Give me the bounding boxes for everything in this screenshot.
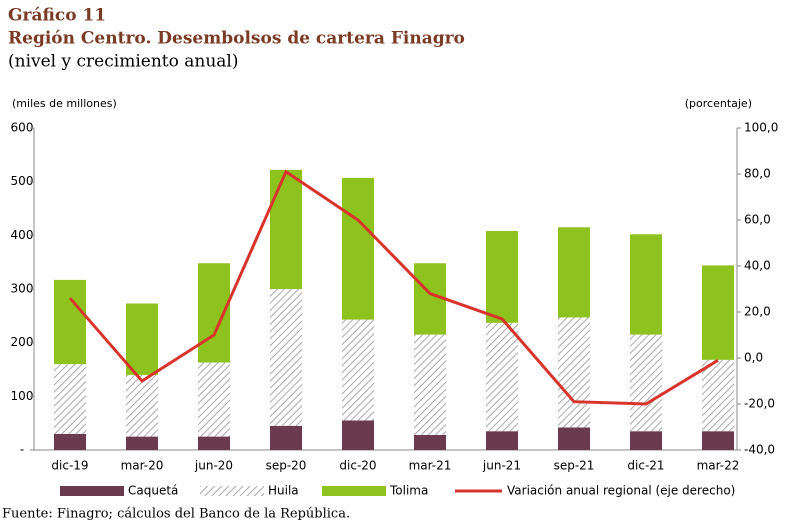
x-tick-label: dic-20 (339, 459, 376, 473)
y2-tick-label: -20,0 (744, 397, 775, 411)
x-tick-label: sep-20 (266, 459, 307, 473)
y-tick-label: - (20, 443, 24, 457)
chart-title: Región Centro. Desembolsos de cartera Fi… (8, 29, 465, 49)
bar-segment (486, 231, 518, 323)
line-series (68, 169, 719, 406)
y-axis-label: (miles de millones) (12, 97, 117, 110)
bar-segment (342, 319, 374, 421)
y2-tick-label: 40,0 (744, 259, 771, 273)
x-tick-label: jun-21 (482, 459, 521, 473)
bar-segment (270, 169, 302, 289)
bar-segment (486, 322, 518, 432)
y-tick-label: 300 (11, 282, 34, 296)
figure-label: Gráfico 11 (8, 6, 106, 26)
x-tick-label: sep-21 (554, 459, 595, 473)
y-tick-label: 500 (11, 174, 34, 188)
bar-segment (414, 334, 446, 435)
chart-subtitle: (nivel y crecimiento anual) (8, 52, 238, 72)
bar-segment (558, 227, 590, 318)
x-tick-label: mar-22 (697, 459, 740, 473)
bar-segment (126, 436, 158, 450)
legend-swatch (200, 486, 264, 496)
bar-segment (702, 359, 734, 432)
y2-tick-label: 20,0 (744, 305, 771, 319)
bar-segment (126, 374, 158, 437)
y-tick-label: 400 (11, 228, 34, 242)
bar-segment (702, 431, 734, 450)
x-tick-label: mar-20 (121, 459, 164, 473)
x-tick-label: dic-21 (627, 459, 664, 473)
legend-label: Variación anual regional (eje derecho) (507, 484, 735, 498)
bar-segment (630, 334, 662, 432)
bar-segment (414, 434, 446, 450)
x-tick-label: mar-21 (409, 459, 452, 473)
bar-segment (342, 177, 374, 320)
y-tick-label: 100 (11, 389, 34, 403)
legend-label: Caquetá (128, 484, 178, 498)
x-tick-label: dic-19 (51, 459, 88, 473)
y2-tick-label: 100,0 (744, 121, 778, 135)
y2-axis-label: (porcentaje) (685, 97, 752, 110)
bar-segment (198, 436, 230, 450)
bar-segment (270, 289, 302, 426)
bar-segment (630, 431, 662, 450)
bar-segment (54, 279, 86, 365)
legend-swatch (322, 486, 386, 496)
bar-segment (486, 431, 518, 450)
bar-segment (270, 425, 302, 450)
bar-segment (558, 427, 590, 450)
legend-label: Tolima (389, 484, 428, 498)
bar-segment (702, 265, 734, 360)
x-tick-label: jun-20 (194, 459, 233, 473)
y2-tick-label: 0,0 (744, 351, 763, 365)
bar-segment (630, 234, 662, 335)
y2-tick-label: 60,0 (744, 213, 771, 227)
y-tick-label: 200 (11, 335, 34, 349)
bar-segment (126, 303, 158, 375)
y2-tick-label: -40,0 (744, 443, 775, 457)
bar-segment (54, 364, 86, 434)
y2-tick-label: 80,0 (744, 167, 771, 181)
bar-segment (54, 433, 86, 450)
bar-segment (558, 317, 590, 428)
y-tick-label: 600 (11, 121, 34, 135)
bar-segment (342, 420, 374, 450)
source-note: Fuente: Finagro; cálculos del Banco de l… (2, 507, 350, 522)
bar-segment (198, 362, 230, 437)
legend-swatch (60, 486, 124, 496)
legend-label: Huila (268, 484, 299, 498)
